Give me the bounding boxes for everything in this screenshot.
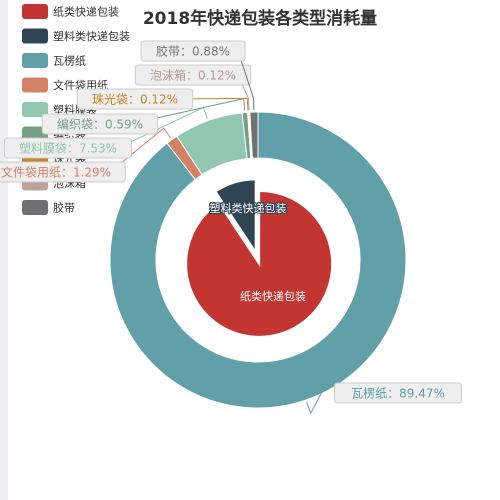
data-label-box-2 (4, 137, 132, 159)
inner-slice-1 (214, 178, 257, 256)
data-label-box-5 (134, 64, 252, 86)
legend-item-label-2: 瓦楞纸 (53, 54, 86, 68)
data-label-4: 珠光袋：0.12% (92, 93, 178, 107)
data-label-box-0 (334, 382, 462, 404)
data-label-2: 塑料膜袋：7.53% (19, 141, 117, 156)
legend-swatch-1 (22, 28, 48, 44)
data-label-box-6 (140, 40, 246, 62)
legend-item-label-1: 塑料类快递包装 (53, 29, 130, 43)
outer-slice-0 (109, 111, 407, 409)
data-label-0: 瓦楞纸：89.47% (351, 386, 445, 401)
legend-swatch-8 (22, 200, 48, 215)
left-edge-strip (0, 0, 8, 500)
inner-label-plastic: 塑料类快递包装 (210, 201, 287, 215)
data-label-box-3 (41, 113, 159, 135)
legend-item-label-0: 纸类快递包装 (53, 5, 119, 19)
data-label-1: 文件袋用纸：1.29% (1, 165, 111, 180)
inner-slice-0 (185, 189, 334, 338)
leader-line-6 (237, 50, 255, 111)
outer-slice-6 (249, 111, 259, 159)
inner-label-paper: 纸类快递包装 (240, 289, 306, 303)
data-label-6: 胶带：0.88% (156, 44, 230, 59)
data-label-3: 编织袋：0.59% (57, 117, 143, 132)
data-label-box-1 (0, 161, 126, 183)
data-label-5: 泡沫箱：0.12% (150, 68, 236, 83)
leader-line-4 (169, 97, 249, 111)
data-label-box-4 (76, 88, 194, 110)
legend-swatch-3 (22, 77, 48, 93)
legend-item-label-8: 胶带 (53, 201, 75, 215)
legend-swatch-4 (22, 102, 48, 117)
legend-swatch-2 (22, 53, 48, 68)
leader-line-0 (306, 391, 323, 415)
legend-swatch-0 (22, 4, 48, 19)
chart-title: 2018年快递包装各类型消耗量 (142, 9, 378, 29)
